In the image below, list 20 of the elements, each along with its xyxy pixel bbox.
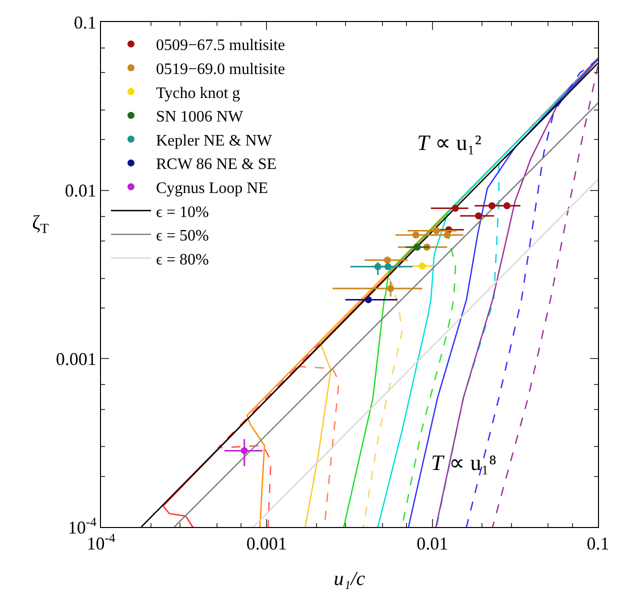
legend-label: Kepler NE & NW [156,132,273,150]
legend-label: 0519−69.0 multisite [156,60,285,78]
legend-label: Cygnus Loop NE [156,180,268,197]
legend-label: ϵ = 80% [156,251,209,268]
y-axis-title: ζ$_{T}$ [32,212,50,238]
legend-label: ϵ = 10% [156,204,209,221]
y-tick-label: 0.01 [64,180,96,201]
legend-label: 0509−67.5 multisite [156,37,285,54]
legend-label: SN 1006 NW [156,108,244,126]
y-tick-label: 0.001 [56,348,96,369]
annotation: T ∝ u₁⁸ [431,450,497,475]
x-tick-label: 0.1 [586,534,610,554]
x-tick-label: 0.01 [416,534,448,554]
legend-label: Tycho knot g [156,84,240,102]
y-tick-label: 0.1 [74,12,96,32]
legend-label: ϵ = 50% [156,228,209,245]
legend-label: RCW 86 NE & SE [156,156,277,174]
x-axis-title: u₁/c [334,568,366,590]
annotation: T ∝ u₁² [417,130,482,155]
x-tick-label: 0.001 [246,534,287,554]
